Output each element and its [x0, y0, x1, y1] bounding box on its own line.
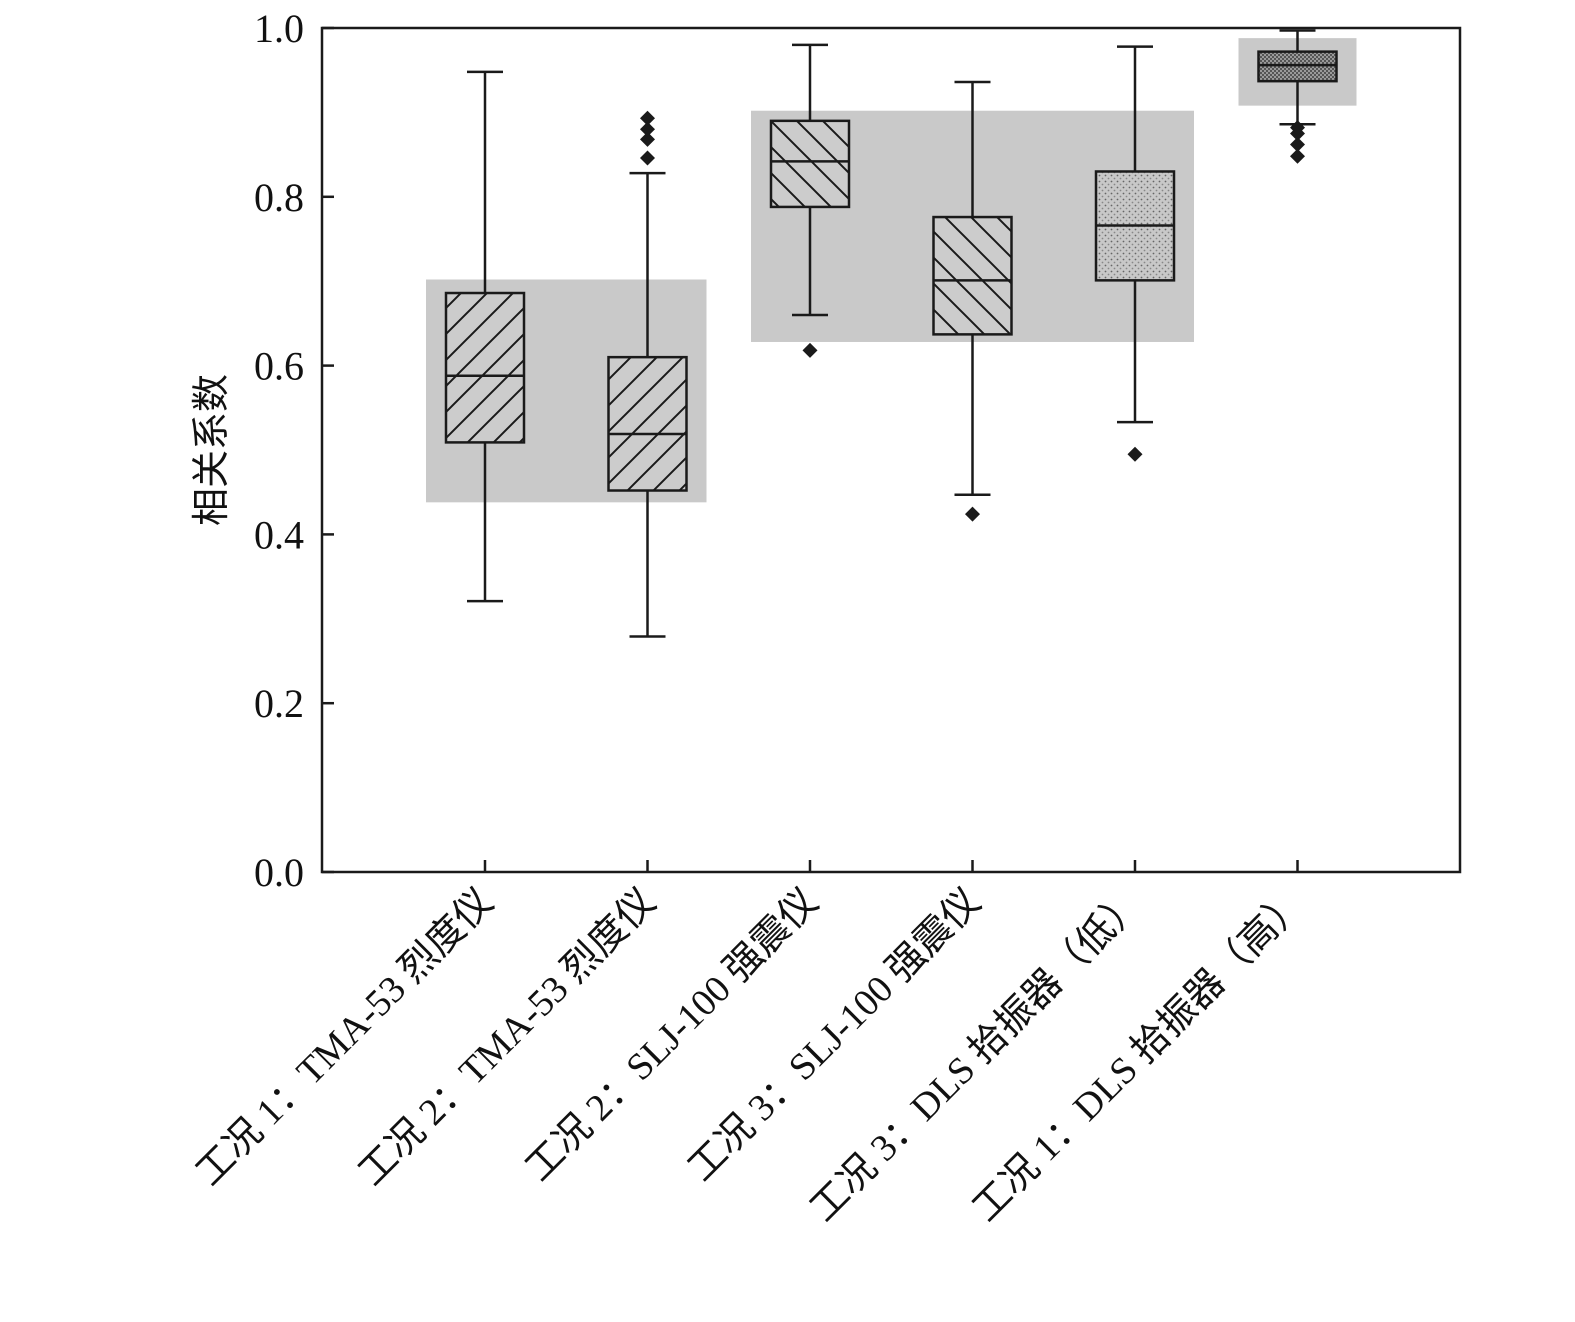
- group-bands: [426, 38, 1357, 503]
- boxes: [444, 29, 1338, 638]
- box-3: [769, 43, 851, 358]
- outlier-6-1: [1290, 148, 1305, 164]
- x-category-label-2: 工况 2：TMA-53 烈度仪: [351, 881, 664, 1194]
- iqr-box-4: [932, 215, 1013, 336]
- y-tick-label-5: 1.0: [254, 6, 304, 51]
- iqr-box-3: [769, 119, 851, 209]
- x-category-label-3: 工况 2：SLJ-100 强震仪: [518, 881, 827, 1190]
- outlier-4-1: [965, 506, 980, 522]
- y-axis-label: 相关系数: [191, 374, 233, 526]
- outlier-2-4: [640, 110, 655, 126]
- outlier-6-4: [1290, 120, 1305, 136]
- box-6: [1257, 29, 1338, 164]
- box-1: [444, 70, 526, 603]
- outlier-5-1: [1127, 446, 1143, 462]
- box-5: [1094, 45, 1176, 462]
- outlier-6-2: [1290, 136, 1305, 152]
- x-category-label-6: 工况 1：DLS 拾振器（高）: [965, 881, 1314, 1230]
- x-category-label-1: 工况 1：TMA-53 烈度仪: [188, 881, 501, 1194]
- outlier-2-2: [640, 131, 655, 147]
- iqr-box-6: [1257, 50, 1338, 83]
- y-tick-label-4: 0.8: [254, 175, 304, 220]
- x-category-label-4: 工况 3：SLJ-100 强震仪: [680, 881, 989, 1190]
- x-category-label-5: 工况 3：DLS 拾振器（低）: [802, 881, 1151, 1230]
- outlier-2-3: [640, 121, 655, 137]
- axes: [320, 26, 1462, 874]
- y-tick-label-2: 0.4: [254, 512, 304, 557]
- outlier-3-1: [802, 342, 818, 358]
- y-tick-label-0: 0.0: [254, 850, 304, 895]
- y-tick-label-3: 0.6: [254, 344, 304, 389]
- outlier-2-1: [640, 150, 655, 166]
- box-4: [932, 80, 1013, 522]
- iqr-box-1: [444, 291, 526, 444]
- iqr-box-2: [607, 355, 688, 492]
- box-2: [607, 110, 688, 638]
- y-tick-label-1: 0.2: [254, 681, 304, 726]
- plot-frame: [320, 26, 1462, 874]
